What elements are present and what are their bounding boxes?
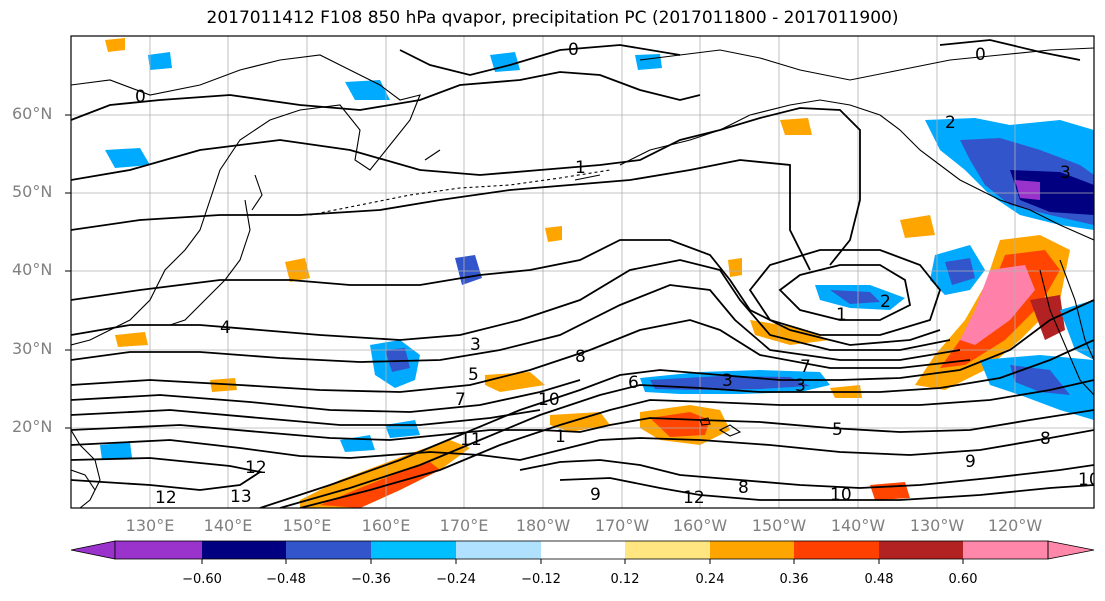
contour-label: 3	[795, 376, 806, 396]
contour-label: 10	[830, 485, 852, 505]
lon-label: 170°E	[439, 516, 489, 535]
contour-label: 1	[836, 305, 847, 325]
contour-label: 12	[683, 488, 705, 508]
contour-label: 10	[1078, 470, 1100, 490]
lat-ticks	[65, 114, 71, 429]
contour-label: 0	[568, 40, 579, 60]
contour-label: 9	[965, 452, 976, 472]
map-frame	[70, 35, 1095, 509]
map-title: 2017011412 F108 850 hPa qvapor, precipit…	[206, 8, 899, 28]
lon-label: 120°W	[987, 516, 1043, 535]
lon-label: 150°W	[751, 516, 807, 535]
contour-label: 8	[738, 478, 749, 498]
lat-label: 40°N	[12, 260, 53, 279]
colorbar-segment	[625, 541, 710, 559]
contour-label: 7	[455, 390, 466, 410]
colorbar-segment	[794, 541, 879, 559]
contour-label: 3	[1060, 163, 1071, 183]
contour-label: 10	[538, 390, 560, 410]
lon-label: 130°E	[125, 516, 175, 535]
colorbar-segment	[286, 541, 371, 559]
contour-label: 9	[590, 485, 601, 505]
contour-label: 4	[220, 318, 231, 338]
contour-label: 12	[155, 488, 177, 508]
colorbar-tick-label: −0.48	[266, 572, 306, 587]
colorbar-tick-label: 0.36	[779, 572, 809, 587]
contour-label: 11	[460, 430, 482, 450]
contour-label: 2	[945, 113, 956, 133]
lat-label: 30°N	[12, 339, 53, 358]
lon-label: 160°E	[361, 516, 411, 535]
contour-label: 0	[135, 87, 146, 107]
contour-label: 13	[230, 487, 252, 507]
colorbar-segment	[1047, 540, 1095, 560]
contour-label: 7	[800, 357, 811, 377]
contour-label: 12	[245, 458, 267, 478]
contour-label: 0	[975, 45, 986, 65]
lon-label: 140°W	[830, 516, 886, 535]
colorbar-segment	[202, 541, 286, 559]
colorbar-segment	[879, 541, 963, 559]
lon-label: 150°E	[282, 516, 332, 535]
colorbar-tick-label: 0.48	[864, 572, 894, 587]
lon-label: 160°W	[672, 516, 728, 535]
colorbar-tick-label: 0.12	[610, 572, 640, 587]
colorbar-tick-label: 0.24	[695, 572, 725, 587]
colorbar-tick-label: −0.24	[436, 572, 476, 587]
lat-label: 60°N	[12, 104, 53, 123]
colorbar-segment	[710, 541, 794, 559]
colorbar-segment	[371, 541, 456, 559]
colorbar-segment	[70, 540, 116, 560]
contour-label: 3	[722, 371, 733, 391]
colorbar	[70, 540, 1095, 564]
precipitation-anomaly-shading	[100, 38, 1094, 508]
contour-label: 8	[1040, 429, 1051, 449]
contour-labels: 0 0 0 1 1 2 3 3 4 5 6 8 8 9 9 10 10 11 1…	[135, 40, 1100, 508]
qvapor-contours	[71, 39, 1094, 508]
lon-label: 180°W	[515, 516, 571, 535]
map-plot-area: 0 0 0 1 1 2 3 3 4 5 6 8 8 9 9 10 10 11 1…	[71, 36, 1100, 508]
contour-label: 2	[880, 292, 891, 312]
colorbar-segment	[115, 541, 202, 559]
colorbar-tick-label: −0.60	[182, 572, 222, 587]
contour-label: 5	[468, 365, 479, 385]
colorbar-segment	[456, 541, 541, 559]
lon-label: 170°W	[594, 516, 650, 535]
lon-label: 140°E	[203, 516, 253, 535]
colorbar-tick-label: −0.36	[351, 572, 391, 587]
contour-label: 5	[832, 420, 843, 440]
colorbar-segment	[541, 541, 625, 559]
colorbar-tick-label: 0.60	[948, 572, 978, 587]
colorbar-tick-label: −0.12	[521, 572, 561, 587]
contour-label: 1	[555, 427, 566, 447]
contour-label: 6	[628, 373, 639, 393]
colorbar-segment	[963, 541, 1048, 559]
lat-label: 20°N	[12, 417, 53, 436]
contour-label: 8	[575, 347, 586, 367]
lon-label: 130°W	[909, 516, 965, 535]
contour-label: 1	[575, 158, 586, 178]
lat-label: 50°N	[12, 182, 53, 201]
contour-label: 3	[470, 335, 481, 355]
